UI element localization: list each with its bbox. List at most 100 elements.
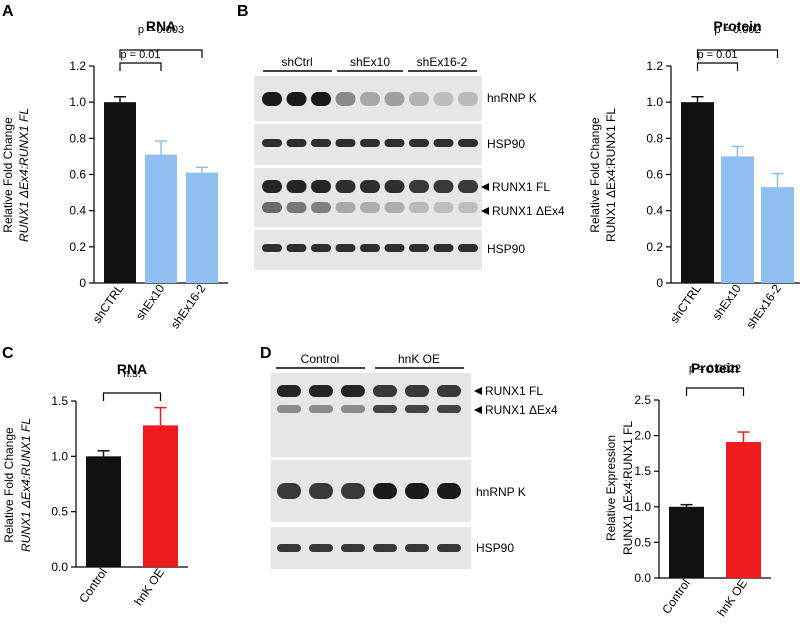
y-axis-label-ratio: RUNX1 ΔEx4:RUNX1 FL	[621, 421, 635, 555]
bar-hnk-oe	[143, 425, 178, 567]
blot-label-hnrnpk: hnRNP K	[487, 91, 537, 105]
blot-band	[433, 202, 454, 213]
bar-shex16-2	[186, 172, 218, 283]
bar-shex10	[145, 154, 177, 283]
x-tick-label: hnK OE	[131, 566, 167, 608]
blot-strip-runx1-d	[271, 373, 471, 457]
blot-band	[341, 385, 365, 397]
chart-title: RNA	[117, 361, 147, 377]
blot-band	[311, 92, 331, 106]
significance-bracket	[696, 62, 739, 71]
blot-band	[433, 244, 454, 252]
blot-band	[409, 92, 429, 106]
blot-band	[384, 202, 405, 213]
blot-band	[335, 92, 356, 106]
blot-band	[409, 202, 429, 213]
blot-band	[262, 180, 282, 193]
blot-band	[309, 483, 333, 499]
blot-band	[373, 483, 397, 499]
y-tick-label: 1.2	[69, 59, 86, 73]
y-tick-label: 0.8	[69, 131, 86, 145]
blot-label-hsp90-d: HSP90	[476, 541, 514, 555]
p-value-label: p = 0.01	[697, 49, 737, 61]
bands-hnrnpk	[262, 92, 478, 106]
blot-band	[360, 244, 380, 252]
blot-band	[360, 180, 380, 193]
blot-band	[360, 202, 380, 213]
bar-shex10	[721, 156, 754, 283]
y-tick-label: 0.8	[646, 131, 663, 145]
blot-band	[405, 483, 429, 499]
blot-band	[373, 544, 397, 552]
blot-band	[437, 483, 461, 499]
group-label-hnk-oe: hnK OE	[398, 352, 440, 366]
blot-band	[409, 180, 429, 193]
blot-band	[373, 385, 397, 397]
p-value-label: p = 0.01	[120, 49, 160, 61]
blot-band	[384, 180, 405, 193]
blot-band	[311, 244, 331, 252]
blot-band	[309, 385, 333, 397]
blot-band	[262, 92, 282, 106]
p-value-label: p = 0.0022	[689, 363, 741, 375]
bands-runx1-d	[277, 385, 461, 413]
blot-band	[433, 180, 454, 193]
blot-strip-runx1	[254, 168, 482, 227]
panel-label-a: A	[2, 3, 14, 20]
panel-label-b: B	[237, 3, 249, 20]
y-tick-label: 0.2	[69, 240, 86, 254]
blot-band	[286, 180, 307, 193]
blot-band	[262, 139, 282, 147]
western-blot-b: shCtrl shEx10 shEx16-2 hnRNP K HSP90 RUN…	[254, 55, 565, 270]
blot-band	[405, 544, 429, 552]
bar-shex16-2	[761, 187, 794, 283]
blot-label-hnrnpk-d: hnRNP K	[476, 485, 526, 499]
x-tick-label: shEx16-2	[168, 281, 209, 331]
p-value-label: p = 0.002	[714, 24, 760, 36]
group-label-control: Control	[301, 352, 340, 366]
blot-band	[360, 139, 380, 147]
blot-band	[373, 405, 397, 413]
bands-hnrnpk-d	[277, 483, 461, 499]
blot-label-hsp90-bottom: HSP90	[487, 242, 525, 256]
x-tick-label: shEx16-2	[743, 281, 784, 331]
blot-band	[262, 244, 282, 252]
blot-band	[277, 544, 301, 552]
blot-band	[286, 139, 307, 147]
blot-band	[458, 180, 478, 193]
blot-band	[277, 483, 301, 499]
blot-band	[458, 202, 478, 213]
blot-label-runx1-fl: RUNX1 FL	[492, 180, 550, 194]
y-tick-label: 1.2	[646, 59, 663, 73]
x-tick-label: shEx10	[710, 281, 745, 322]
y-tick-label: 0.6	[646, 168, 663, 182]
y-tick-label: 0.0	[51, 560, 68, 574]
blot-band	[277, 405, 301, 413]
bar-shctrl	[104, 102, 136, 284]
y-tick-label: 1.5	[51, 394, 68, 408]
blot-band	[384, 139, 405, 147]
significance-bracket	[119, 49, 203, 58]
chart-title: Protein	[691, 360, 739, 376]
chart-c-rna: RNA Relative Fold Change RUNX1 ΔEx4:RUNX1 …	[2, 361, 188, 608]
blot-band	[405, 385, 429, 397]
group-label-shctrl: shCtrl	[281, 55, 312, 69]
y-axis-label-ratio: RUNX1 ΔEx4:RUNX1 FL	[17, 108, 31, 242]
group-label-shex10: shEx10	[350, 55, 390, 69]
group-label-shex16-2: shEx16-2	[417, 55, 468, 69]
significance-bracket	[696, 49, 779, 58]
blot-band	[311, 202, 331, 213]
x-tick-label: shCTRL	[667, 281, 704, 325]
y-tick-label: 1.0	[51, 449, 68, 463]
x-tick-label: shCTRL	[90, 281, 127, 325]
blot-band	[433, 139, 454, 147]
blot-band	[309, 544, 333, 552]
arrow-runx1-dex4-d-icon	[474, 406, 482, 414]
chart-d-protein: Protein Relative Expression RUNX1 ΔEx4:RUN…	[604, 360, 771, 619]
blot-label-runx1-dex4: RUNX1 ΔEx4	[492, 204, 565, 218]
blot-band	[384, 244, 405, 252]
blot-band	[360, 92, 380, 106]
blot-band	[277, 385, 301, 397]
bands-hsp90-bottom	[262, 244, 478, 252]
blot-band	[409, 244, 429, 252]
